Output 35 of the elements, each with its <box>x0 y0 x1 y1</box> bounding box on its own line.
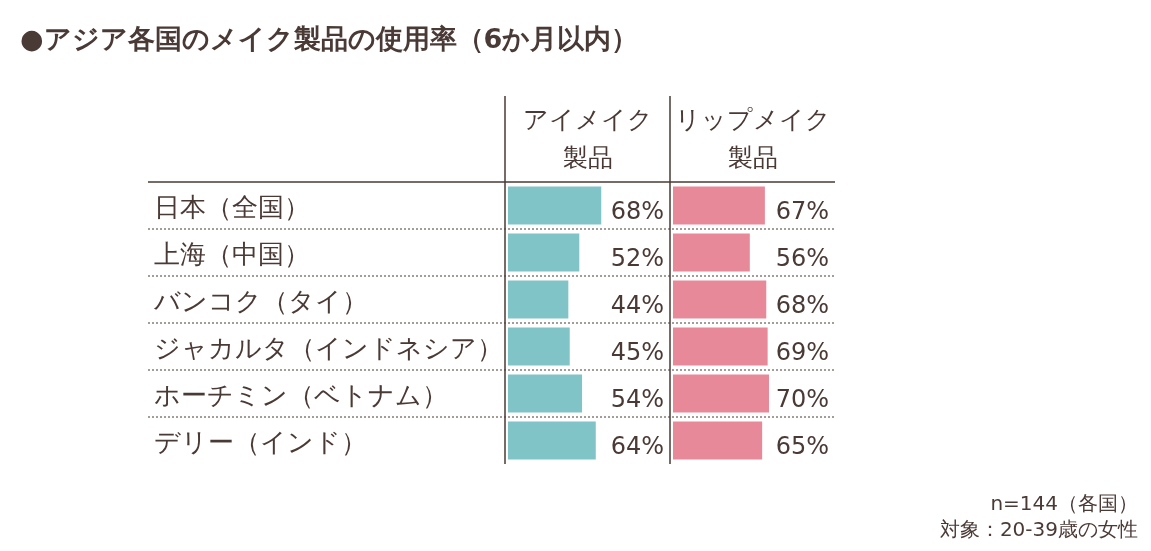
data-label: 54% <box>610 384 664 413</box>
data-label: 56% <box>775 243 829 272</box>
data-label: 68% <box>775 290 829 319</box>
data-label: 67% <box>775 196 829 225</box>
bar <box>673 186 765 225</box>
data-label: 64% <box>610 431 664 460</box>
y-tick-label: 日本（全国） <box>154 191 310 222</box>
chart-title: リップメイク製品 <box>674 105 831 172</box>
chart-title: アイメイク製品 <box>522 105 653 172</box>
data-label: 52% <box>610 243 664 272</box>
y-tick-label: ホーチミン（ベトナム） <box>154 379 448 410</box>
bar <box>673 280 767 319</box>
text: n=144（各国） <box>990 491 1138 515</box>
text: ●アジア各国のメイク製品の使用率（6か月以内） <box>20 23 639 54</box>
data-label: 44% <box>610 290 664 319</box>
bar <box>673 233 750 272</box>
data-label: 65% <box>775 431 829 460</box>
bar <box>508 280 569 319</box>
y-tick-label: 上海（中国） <box>154 238 310 269</box>
bar <box>508 421 596 460</box>
bar <box>508 374 583 413</box>
bar <box>673 327 768 366</box>
data-label: 70% <box>775 384 829 413</box>
data-label: 45% <box>610 337 664 366</box>
bar <box>508 327 570 366</box>
y-tick-label: デリー（インド） <box>154 426 367 457</box>
y-tick-label: バンコク（タイ） <box>153 285 368 316</box>
text: 対象：20-39歳の女性 <box>939 517 1138 541</box>
bar <box>673 421 763 460</box>
bar <box>508 186 602 225</box>
bar <box>508 233 580 272</box>
data-label: 68% <box>610 196 664 225</box>
y-tick-label: ジャカルタ（インドネシア） <box>154 332 503 363</box>
bar <box>673 374 769 413</box>
data-label: 69% <box>775 337 829 366</box>
